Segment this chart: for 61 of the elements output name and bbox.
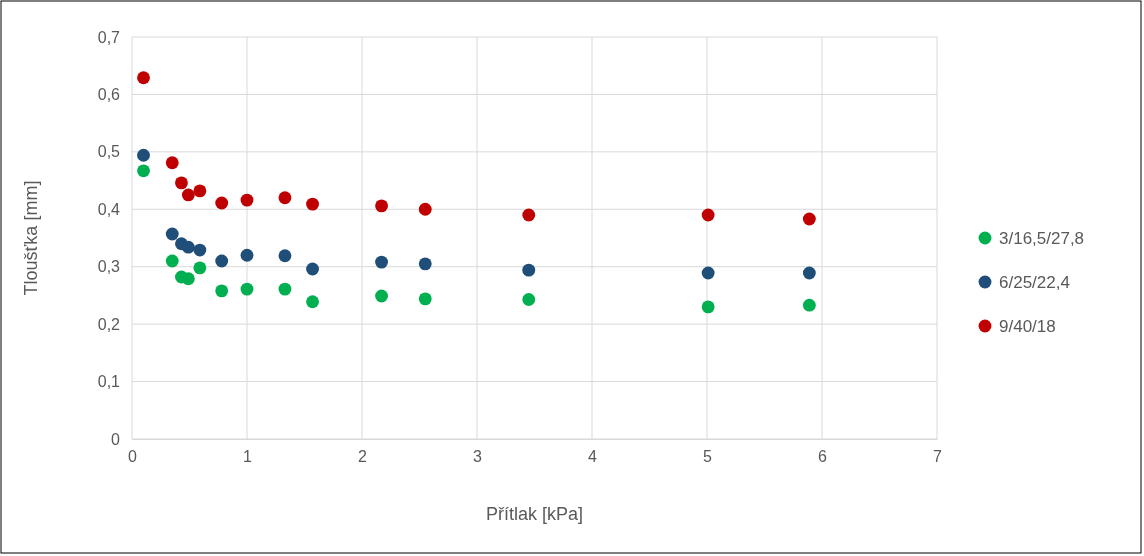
point (137, 164, 150, 178)
point (418, 257, 432, 271)
legend-label: 3/16,5/27,8 (999, 229, 1085, 248)
x-tick-label: 7 (933, 448, 943, 466)
point (306, 262, 319, 276)
point (215, 284, 229, 298)
point (278, 282, 292, 296)
point (175, 176, 188, 190)
point (701, 208, 715, 222)
point (306, 197, 319, 211)
point (278, 191, 292, 205)
y-tick-label: 0,1 (97, 373, 121, 391)
x-tick-label: 6 (818, 448, 828, 466)
point (802, 298, 816, 312)
point (278, 249, 292, 263)
y-tick-label: 0,5 (97, 143, 121, 161)
point (701, 266, 715, 280)
point (165, 254, 179, 268)
point (375, 289, 388, 303)
point (215, 196, 229, 210)
point (522, 263, 536, 277)
x-tick-label: 2 (358, 448, 368, 466)
point (181, 188, 195, 202)
point (137, 71, 150, 85)
point (802, 266, 816, 280)
y-axis-title: Tloušťka [mm] (21, 180, 41, 296)
point (193, 243, 207, 257)
y-tick-label: 0,7 (97, 28, 121, 46)
point (193, 184, 207, 198)
point (240, 193, 254, 207)
point (418, 202, 432, 216)
point (181, 272, 195, 286)
point (240, 248, 254, 262)
point (137, 148, 150, 162)
point (181, 240, 195, 254)
point (418, 292, 432, 306)
point (215, 254, 229, 268)
x-tick-label: 3 (473, 448, 483, 466)
y-tick-label: 0,6 (97, 86, 121, 104)
x-tick-label: 4 (588, 448, 598, 466)
y-tick-label: 0,4 (97, 200, 121, 218)
x-tick-label: 5 (703, 448, 713, 466)
point (306, 295, 319, 309)
y-tick-label: 0 (111, 430, 121, 448)
point (240, 282, 254, 296)
x-tick-label: 0 (128, 448, 138, 466)
point (802, 212, 816, 226)
point (522, 293, 536, 306)
x-tick-label: 1 (243, 448, 253, 466)
point (193, 261, 207, 275)
point (375, 199, 388, 213)
x-axis-title: Přítlak [kPa] (485, 504, 584, 524)
y-tick-label: 0,3 (97, 258, 121, 276)
legend-label: 6/25/22,4 (999, 273, 1070, 292)
point (701, 300, 715, 314)
point (165, 227, 179, 241)
y-tick-label: 0,2 (97, 315, 121, 333)
point (375, 255, 388, 269)
point (522, 208, 536, 222)
legend-label: 9/40/18 (999, 317, 1056, 336)
point (165, 156, 179, 170)
